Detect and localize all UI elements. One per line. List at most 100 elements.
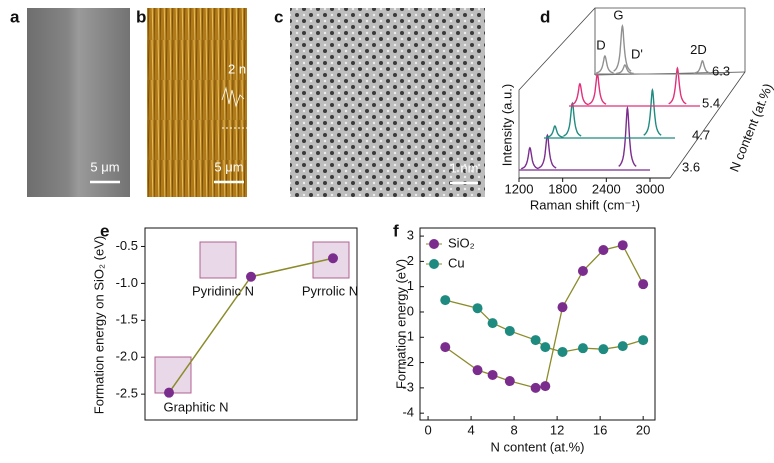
data-point: [540, 381, 551, 392]
y-tick-label: 2: [407, 253, 414, 268]
data-point: [638, 279, 649, 290]
height-profile: [221, 86, 245, 108]
data-point: [472, 303, 483, 314]
data-point: [487, 318, 498, 329]
series-label: 5.4: [702, 95, 720, 110]
raman-peak: [615, 64, 634, 75]
x-axis-label: N content (at.%): [491, 439, 585, 454]
plot-frame: [419, 227, 656, 421]
legend-label: Cu: [448, 255, 465, 270]
y-tick-label: -2.5: [116, 386, 138, 401]
raman-peak: [668, 66, 687, 105]
data-point: [487, 369, 498, 380]
data-point: [540, 342, 551, 353]
scale-bar-label: 1 nm: [450, 160, 479, 175]
x-tick-label: 3000: [636, 181, 665, 196]
data-point: [577, 343, 588, 354]
z-axis-label: N content (at.%): [726, 81, 774, 174]
raman-peak: [618, 105, 637, 167]
x-tick-label: 4: [467, 422, 474, 437]
raman-peak: [643, 88, 662, 136]
plot-frame: [144, 227, 358, 421]
peak-label: 2D: [690, 42, 707, 57]
height-label: 2 nm: [228, 61, 257, 76]
data-point: [598, 344, 609, 355]
category-label: Graphitic N: [163, 399, 228, 414]
raman-peak: [570, 82, 589, 106]
legend-label: SiO₂: [448, 235, 475, 250]
panel-label: c: [274, 7, 283, 26]
x-tick-label: 1800: [548, 181, 577, 196]
raman-peak: [588, 72, 607, 105]
peak-label: D: [596, 37, 605, 52]
panel-label: f: [393, 221, 399, 240]
raman-peak: [545, 125, 564, 138]
sem-image: [27, 8, 130, 197]
data-point: [530, 335, 541, 346]
data-point: [440, 342, 451, 353]
data-point: [328, 253, 338, 264]
y-tick-label: 0: [407, 303, 414, 318]
data-point: [472, 365, 483, 376]
x-tick-label: 1200: [505, 181, 534, 196]
y-tick-label: -2: [402, 354, 414, 369]
y-tick-label: -1: [402, 329, 414, 344]
data-point: [504, 325, 515, 336]
raman-peak: [563, 101, 582, 137]
data-point: [598, 245, 609, 256]
panel-label: d: [540, 7, 550, 26]
y-axis-label: Formation energy on SiO₂ (eV): [91, 236, 106, 414]
legend-marker: [429, 239, 439, 249]
data-point: [577, 266, 588, 277]
y-tick-label: -1.0: [116, 275, 138, 290]
raman-peak: [520, 146, 539, 170]
series-label: 4.7: [692, 127, 710, 142]
data-point: [617, 240, 628, 251]
raman-peak: [693, 59, 712, 74]
legend-marker: [429, 259, 439, 269]
raman-peak: [613, 24, 632, 72]
data-point: [246, 271, 256, 282]
y-tick-label: 1: [407, 278, 414, 293]
category-label: Pyrrolic N: [302, 283, 358, 298]
x-tick-label: 16: [593, 422, 607, 437]
data-point: [504, 376, 515, 387]
panel-label: a: [10, 7, 20, 26]
data-point: [440, 295, 451, 306]
afm-image: [147, 8, 247, 197]
data-point: [164, 387, 174, 398]
peak-label: D': [631, 46, 643, 61]
y-tick-label: -0.5: [116, 238, 138, 253]
tem-image: [290, 8, 485, 197]
data-point: [557, 302, 568, 313]
data-point: [638, 335, 649, 346]
raman-peak: [538, 133, 557, 169]
y-axis-label: Intensity (a.u.): [499, 84, 514, 166]
x-tick-label: 0: [424, 422, 431, 437]
category-label: Pyridinic N: [192, 283, 254, 298]
y-tick-label: 3: [407, 228, 414, 243]
x-tick-label: 20: [636, 422, 650, 437]
data-point: [557, 346, 568, 357]
scale-bar-label: 5 μm: [214, 159, 243, 174]
x-tick-label: 8: [510, 422, 517, 437]
panel-label: b: [136, 7, 146, 26]
y-tick-label: -3: [402, 379, 414, 394]
series-label: 6.3: [712, 63, 730, 78]
x-tick-label: 12: [550, 422, 564, 437]
plot-frame-3d: [518, 7, 746, 179]
y-axis-label: Formation energy (eV): [393, 259, 408, 389]
data-point: [617, 341, 628, 352]
peak-label: G: [613, 7, 623, 22]
data-point: [530, 382, 541, 393]
x-axis-label: Raman shift (cm⁻¹): [530, 197, 640, 212]
raman-peak: [596, 55, 614, 74]
panel-label: e: [100, 221, 109, 240]
y-tick-label: -2.0: [116, 349, 138, 364]
x-tick-label: 2400: [592, 181, 621, 196]
y-tick-label: -1.5: [116, 312, 138, 327]
y-tick-label: -4: [402, 405, 414, 420]
series-label: 3.6: [682, 159, 700, 174]
scale-bar-label: 5 μm: [90, 159, 119, 174]
